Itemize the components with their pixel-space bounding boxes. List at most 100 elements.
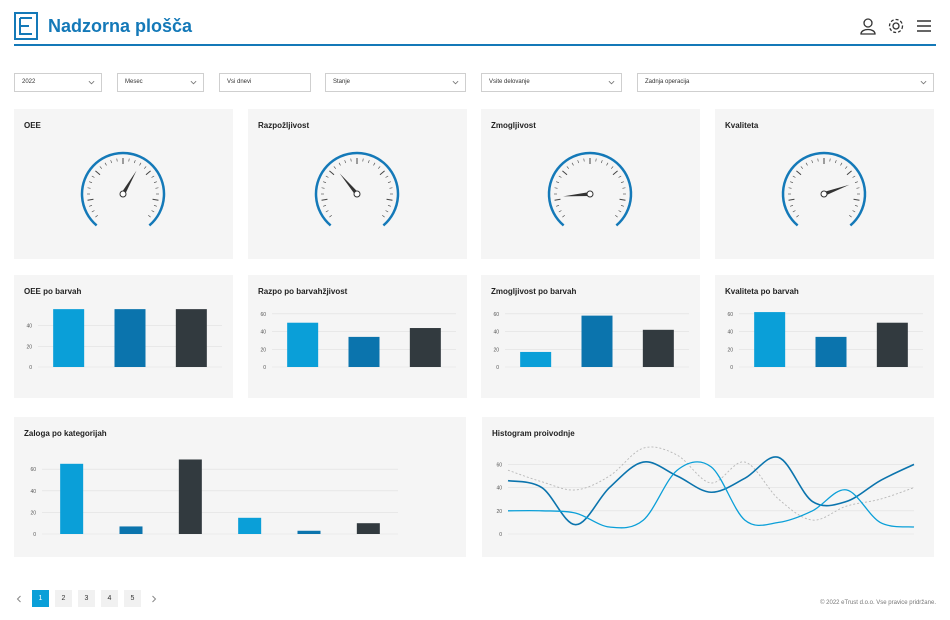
bar: [238, 517, 262, 534]
gauge-tick: [325, 175, 329, 178]
gauge-tick: [554, 198, 561, 201]
bar-chart-card: Zmogljivost po barvah 0 20 40 60: [481, 275, 700, 398]
gauge-tick: [323, 181, 327, 183]
gauge-tick: [610, 166, 614, 169]
filter-select-3[interactable]: Vsi dnevi: [219, 73, 311, 92]
stock-card: Zaloga po kategorijah 0 20 40 60: [14, 417, 466, 557]
gauge-hub: [353, 190, 361, 198]
gauge-tick: [155, 187, 159, 189]
page-button[interactable]: 2: [55, 590, 72, 607]
y-tick-label: 20: [727, 347, 733, 353]
y-tick-label: 0: [496, 365, 499, 371]
gauge-tick: [379, 170, 385, 176]
series-line: [507, 456, 915, 526]
gauge-tick: [325, 210, 329, 213]
gauge-tick: [854, 181, 858, 183]
gauge-tick: [566, 166, 570, 169]
gauge-tick: [615, 214, 618, 218]
gauge-tick: [385, 210, 389, 213]
next-page-button[interactable]: [147, 590, 161, 607]
gauge-card: Kvaliteta: [715, 109, 934, 259]
gauge-tick: [619, 198, 626, 201]
histogram-card: Histogram proivodnje 0 20 40 60: [482, 417, 934, 557]
menu-icon[interactable]: [914, 16, 934, 36]
y-tick-label: 20: [26, 344, 32, 350]
gauge-tick: [350, 158, 352, 162]
gauge-tick: [618, 175, 622, 178]
page-button[interactable]: 3: [78, 590, 95, 607]
gauge-dial: [314, 151, 400, 227]
filter-value: Vsite delovanje: [489, 79, 530, 85]
gauge-tick: [148, 214, 151, 218]
page-button[interactable]: 5: [124, 590, 141, 607]
bar: [348, 336, 380, 367]
gauge-tick: [852, 175, 856, 178]
gauge-tick: [854, 205, 858, 207]
gauge-tick: [805, 162, 808, 166]
gauge-tick: [817, 158, 819, 162]
gauge-tick: [829, 158, 831, 162]
gauge-tick: [387, 205, 391, 207]
gauge-tick: [104, 162, 107, 166]
next-page-icon: [152, 595, 157, 602]
gear-icon[interactable]: [886, 16, 906, 36]
user-icon[interactable]: [858, 16, 878, 36]
bar: [642, 329, 674, 367]
bar: [297, 530, 321, 534]
y-tick-label: 60: [496, 462, 502, 468]
bar-chart-title: OEE po barvah: [24, 287, 82, 296]
chevron-down-icon: [88, 80, 95, 85]
bar: [409, 328, 441, 367]
page-title: Nadzorna plošča: [48, 16, 193, 36]
y-tick-label: 40: [496, 486, 502, 492]
gauge-tick: [840, 162, 843, 166]
gauge-tick: [153, 205, 157, 207]
filter-select-4[interactable]: Stanje: [325, 73, 466, 92]
bar: [114, 309, 146, 367]
gauge-tick: [139, 162, 142, 166]
bar: [356, 523, 380, 534]
filter-value: Mesec: [125, 79, 143, 85]
bar: [178, 459, 202, 534]
footer-text: © 2022 eTrust d.o.o. Vse pravice pridrža…: [820, 600, 936, 606]
gauge-tick: [556, 205, 560, 207]
histogram-chart: 0 20 40 60: [496, 446, 915, 538]
histogram-title: Histogram proivodnje: [492, 429, 575, 438]
gauge-tick: [618, 210, 622, 213]
bar: [119, 526, 143, 534]
gauge-tick: [811, 160, 813, 164]
chevron-down-icon: [452, 80, 459, 85]
gauge-tick: [796, 170, 802, 176]
bar-chart-card: Kvaliteta po barvah 0 20 40 60: [715, 275, 934, 398]
chevron-down-icon: [190, 80, 197, 85]
y-tick-label: 40: [30, 489, 36, 495]
gauge-tick: [153, 181, 157, 183]
y-tick-label: 0: [730, 365, 733, 371]
y-tick-label: 40: [26, 324, 32, 330]
filter-select-1[interactable]: 2022: [14, 73, 102, 92]
gauge-tick: [91, 175, 95, 178]
gauge-dial: [80, 151, 166, 227]
y-tick-label: 60: [30, 467, 36, 473]
prev-page-button[interactable]: [12, 590, 26, 607]
gauge-tick: [128, 158, 130, 162]
filter-select-2[interactable]: Mesec: [117, 73, 204, 92]
page-button[interactable]: 1: [32, 590, 49, 607]
gauge-card: OEE: [14, 109, 233, 259]
page-button[interactable]: 4: [101, 590, 118, 607]
gauge-needle: [823, 184, 850, 196]
bar: [53, 309, 85, 367]
stock-chart: 0 20 40 60: [30, 459, 398, 538]
gauge-card: Razpožljivost: [248, 109, 467, 259]
gauge-tick: [344, 160, 346, 164]
gauge-tick: [95, 214, 98, 218]
bar-chart: 0 20 40: [26, 309, 222, 371]
gauge-tick: [362, 158, 364, 162]
y-tick-label: 60: [260, 312, 266, 318]
gauge-tick: [620, 205, 624, 207]
y-tick-label: 20: [260, 347, 266, 353]
gauge-tick: [853, 198, 860, 201]
filter-select-6[interactable]: Zadnja operacija: [637, 73, 934, 92]
filter-select-5[interactable]: Vsite delovanje: [481, 73, 622, 92]
